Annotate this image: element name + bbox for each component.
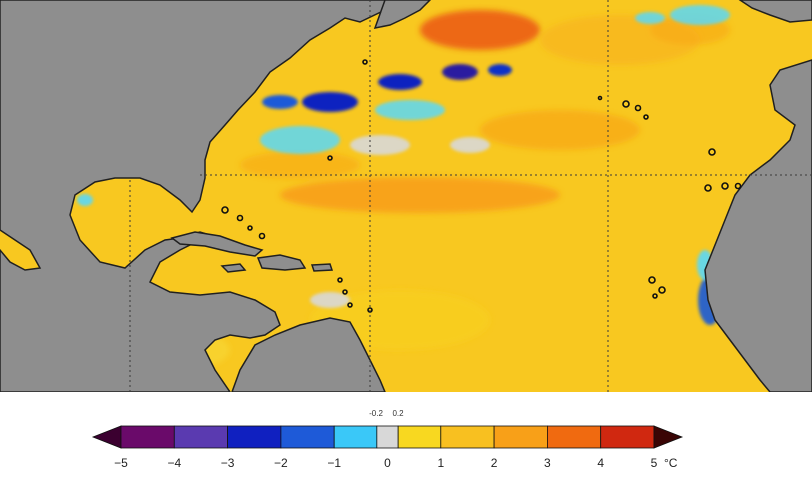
puerto-rico <box>310 263 334 272</box>
europe-corner <box>738 0 812 23</box>
colorbar-segment <box>173 425 229 449</box>
land-masses <box>0 0 812 393</box>
colorbar-segment <box>120 425 175 449</box>
hispaniola <box>256 254 307 271</box>
neutral-band-high-label: 0.2 <box>392 409 404 418</box>
colorbar-segment <box>600 425 655 449</box>
colorbar-tick-label: 3 <box>544 456 551 470</box>
colorbar-segment <box>280 425 335 449</box>
warm-anomaly-patches <box>130 10 730 370</box>
colorbar-legend: -0.2 0.2 −5 −4 −3 −2 −1 0 1 2 3 4 5 °C <box>0 392 812 494</box>
colorbar-segment <box>227 425 282 449</box>
colorbar-low-arrow <box>91 425 122 449</box>
labrador-newfoundland <box>373 0 432 29</box>
colorbar-tick-label: −4 <box>167 456 182 470</box>
africa <box>704 59 812 393</box>
colorbar-tick-label: 0 <box>384 456 391 470</box>
colorbar-tick-label: 5 <box>650 456 658 470</box>
jamaica <box>220 263 247 273</box>
colorbar-tick-label: 2 <box>490 456 498 470</box>
colorbar-tick-label: −3 <box>220 456 235 470</box>
colorbar-high-arrow <box>653 425 684 449</box>
graticule <box>129 0 812 392</box>
cuba <box>170 231 264 257</box>
colorbar-tick-label: −1 <box>327 456 342 470</box>
colorbar-tick-label: −5 <box>114 456 128 470</box>
colorbar-tick-label: −2 <box>274 456 288 470</box>
unit-label: °C <box>664 456 678 470</box>
neutral-band-low-label: -0.2 <box>369 409 383 418</box>
south-america <box>230 317 387 393</box>
colorbar <box>91 425 684 449</box>
colorbar-segment <box>440 425 495 449</box>
colorbar-segment <box>397 425 442 449</box>
colorbar-segment <box>547 425 602 449</box>
colorbar-segment <box>333 425 378 449</box>
colorbar-tick-label: 1 <box>437 456 445 470</box>
colorbar-segment <box>376 425 399 449</box>
map-canvas <box>0 0 812 393</box>
colorbar-segment <box>493 425 548 449</box>
colorbar-tick-label: 4 <box>597 456 605 470</box>
north-america <box>0 0 386 393</box>
sst-anomaly-map <box>0 0 812 393</box>
